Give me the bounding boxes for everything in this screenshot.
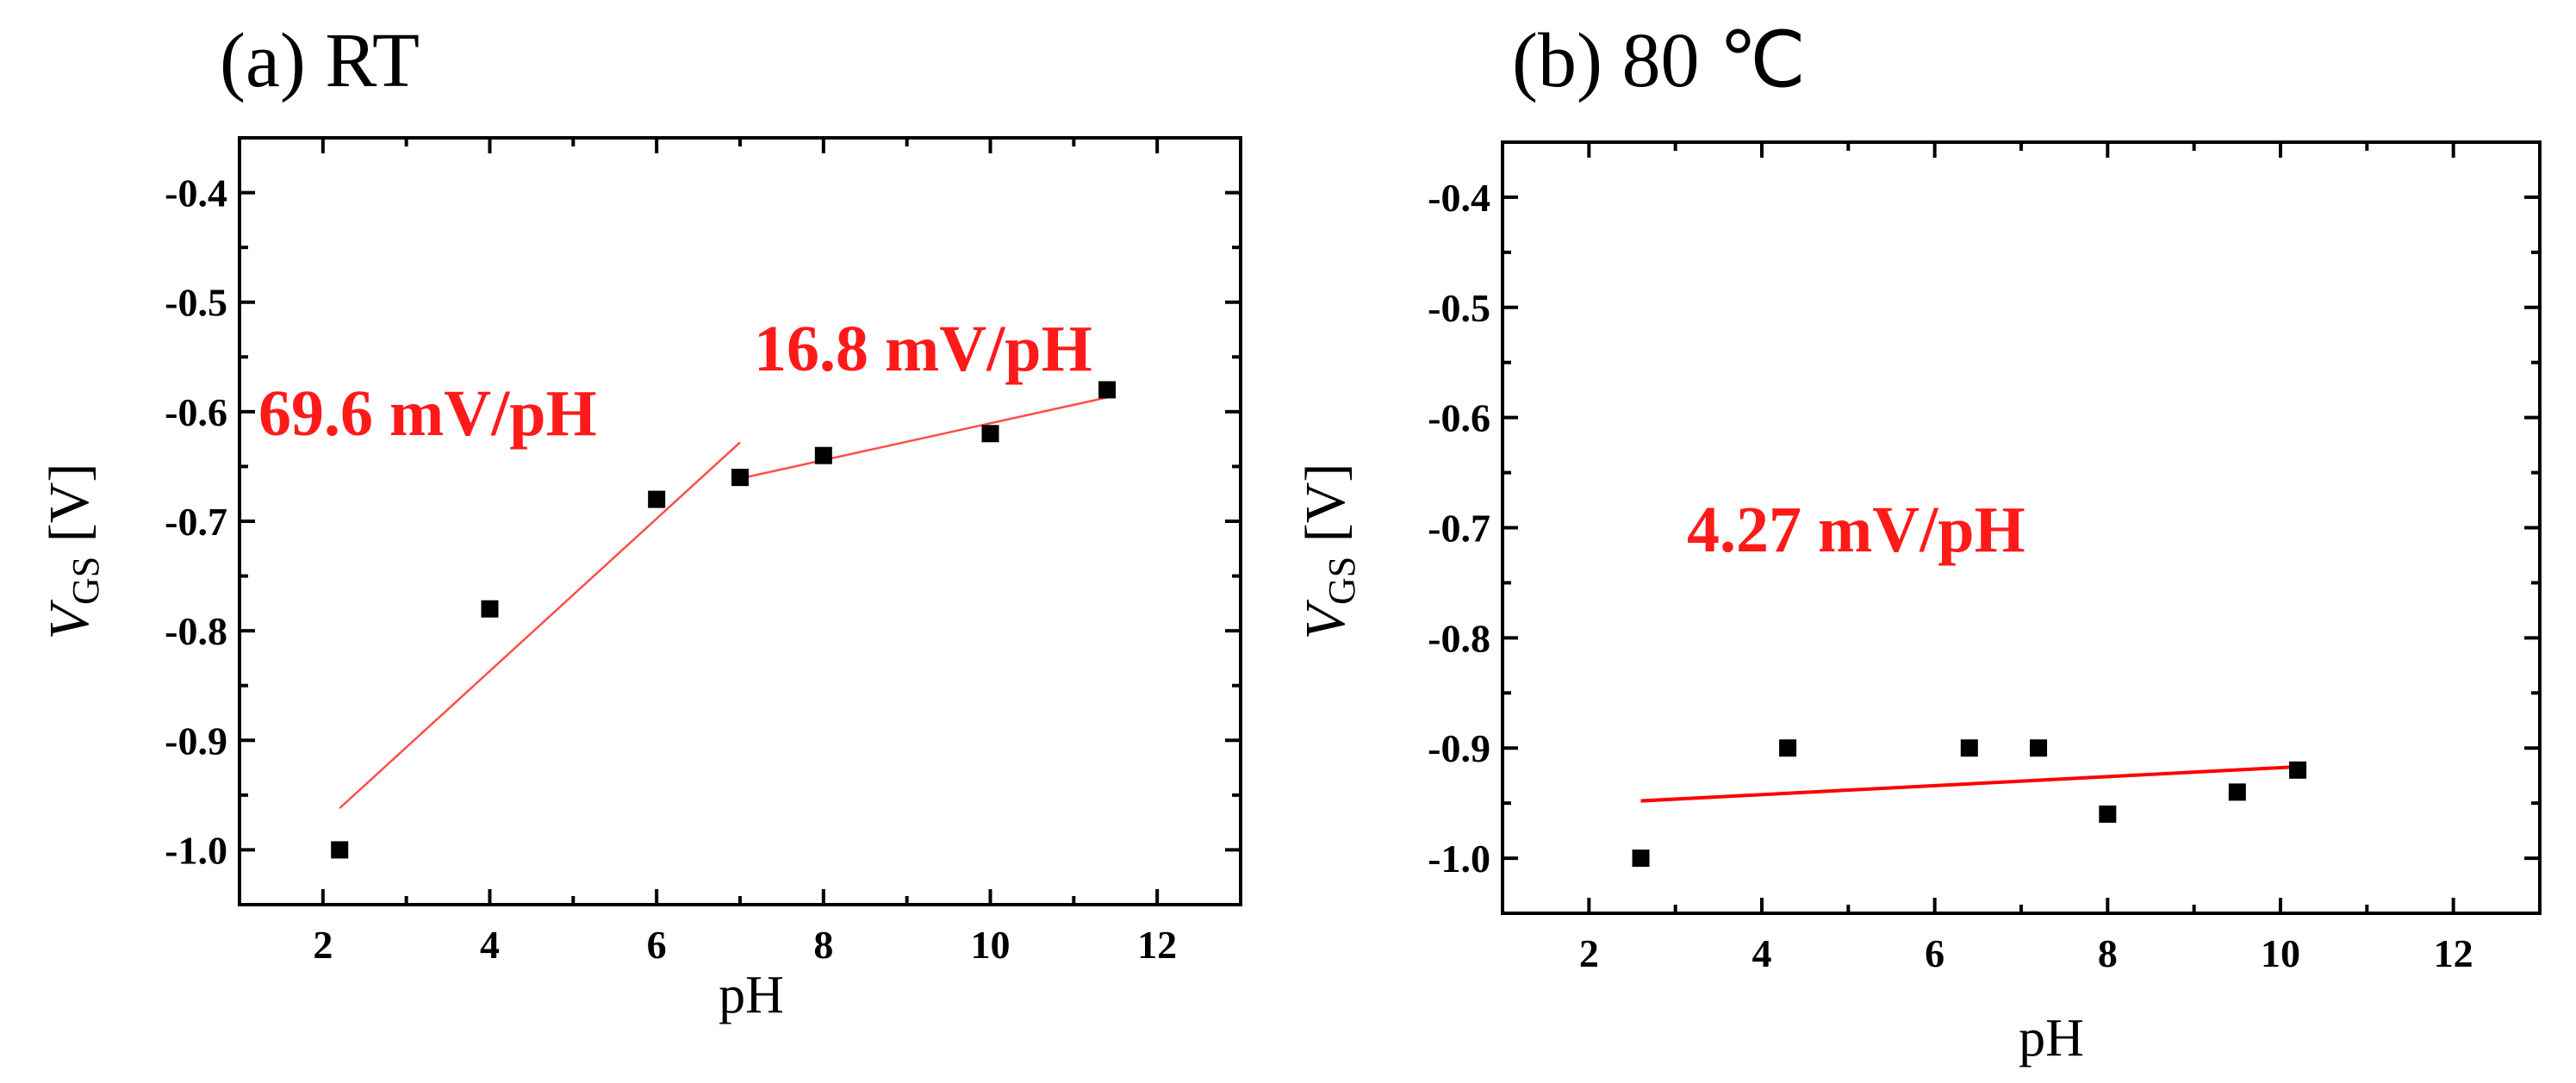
y-tick-label: -0.4: [165, 171, 227, 215]
slope-annotation: 4.27 mV/pH: [1687, 494, 2025, 566]
data-point: [481, 600, 499, 618]
data-point: [1098, 381, 1117, 399]
y-tick-label: -0.6: [165, 390, 227, 434]
y-tick-label: -0.6: [1428, 396, 1490, 440]
y-axis-label-unit: [V]: [38, 464, 101, 557]
data-point: [814, 446, 832, 464]
y-tick-label: -0.7: [1428, 507, 1490, 551]
slope-annotation: 69.6 mV/pH: [258, 377, 597, 450]
data-point: [331, 841, 349, 859]
x-tick-label: 12: [1137, 923, 1177, 967]
y-axis-label-main: V: [38, 599, 101, 639]
y-axis-label: VGS [V]: [38, 464, 107, 640]
data-point: [731, 469, 749, 487]
x-tick-label: 10: [2261, 931, 2300, 975]
y-tick-label: -1.0: [1428, 837, 1490, 881]
x-tick-label: 8: [2098, 931, 2118, 975]
slope-annotation: 16.8 mV/pH: [754, 313, 1092, 385]
x-tick-label: 12: [2434, 931, 2473, 975]
chart-80c: (b) 80 ℃ 2 4 6 8 10 12 -1.0 -0.9 -0.8 -0.7 -0.6 -0.5…: [1294, 18, 2542, 1067]
data-point: [981, 425, 999, 443]
data-point: [2289, 761, 2307, 779]
x-tick-label: 8: [813, 923, 833, 967]
y-axis-label: VGS [V]: [1294, 464, 1363, 640]
x-tick-label: 10: [971, 923, 1011, 967]
x-tick-label: 6: [647, 923, 667, 967]
x-tick-label: 2: [313, 923, 333, 967]
y-tick-label: -0.5: [1428, 286, 1490, 330]
chart-title: (b) 80 ℃: [1512, 18, 1806, 103]
x-tick-label: 2: [1579, 931, 1599, 975]
y-tick-label: -0.8: [1428, 616, 1490, 660]
data-point: [2228, 783, 2246, 801]
data-point: [648, 490, 666, 508]
chart-rt: (a) RT 2 4 6 8 10 12 -1.0 -0.9 -0.8 -0.7 -0.6 -0.5 -0…: [38, 18, 1242, 1024]
y-tick-label: -0.9: [1428, 726, 1490, 770]
chart-title: (a) RT: [220, 18, 420, 103]
x-tick-label: 6: [1925, 931, 1944, 975]
y-tick-label: -0.8: [165, 609, 227, 653]
data-point: [2099, 805, 2117, 823]
x-tick-label: 4: [480, 923, 500, 967]
data-point: [1960, 739, 1978, 757]
y-axis-label-sub: GS: [65, 557, 107, 605]
data-point: [1779, 739, 1797, 757]
fit-line: [339, 441, 741, 810]
data-point: [2030, 739, 2048, 757]
y-axis-label-main: V: [1294, 599, 1357, 639]
plot-frame: [238, 136, 1242, 906]
fit-line: [739, 396, 1108, 480]
y-axis-label-sub: GS: [1321, 557, 1363, 605]
data-point: [1632, 850, 1650, 868]
fit-line: [1640, 764, 2299, 803]
y-tick-label: -0.7: [165, 500, 227, 544]
x-axis-label: pH: [2019, 1009, 2084, 1067]
y-tick-label: -1.0: [165, 828, 227, 872]
y-tick-label: -0.9: [165, 719, 227, 762]
y-tick-label: -0.4: [1428, 176, 1490, 220]
y-axis-label-unit: [V]: [1294, 464, 1357, 557]
y-tick-label: -0.5: [165, 281, 227, 325]
x-axis-label: pH: [719, 966, 784, 1024]
x-tick-label: 4: [1752, 931, 1772, 975]
